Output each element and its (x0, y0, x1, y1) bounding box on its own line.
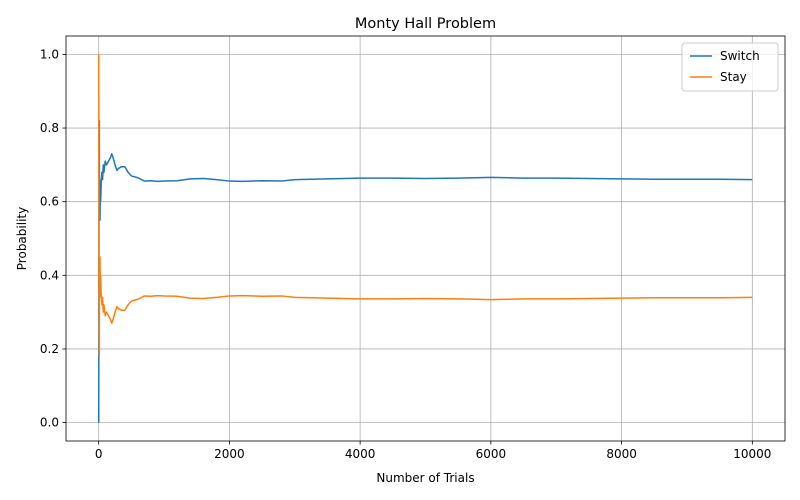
x-tick-label: 4000 (345, 447, 376, 461)
axis-ticks: 0 2000 4000 6000 8000 10000 0.0 0.2 0.4 0.6 0.8 1.0 (40, 47, 772, 461)
x-tick-label: 6000 (476, 447, 507, 461)
chart-title: Monty Hall Problem (355, 16, 496, 32)
x-tick-label: 10000 (733, 447, 771, 461)
series-line-stay (98, 54, 753, 358)
legend: Switch Stay (681, 42, 779, 92)
series-lines (98, 54, 753, 423)
x-tick-label: 8000 (606, 447, 637, 461)
legend-box (681, 42, 779, 92)
y-tick-label: 0.8 (40, 121, 59, 135)
y-tick-label: 0.2 (40, 342, 59, 356)
y-tick-label: 0.6 (40, 195, 59, 209)
x-axis-label: Number of Trials (376, 471, 474, 485)
legend-label-stay: Stay (720, 70, 747, 84)
y-tick-label: 0.0 (40, 416, 59, 430)
plot-frame (65, 35, 786, 442)
x-tick-label: 2000 (214, 447, 245, 461)
grid-lines (66, 36, 785, 441)
y-axis-label: Probability (15, 207, 29, 270)
y-tick-label: 1.0 (40, 47, 59, 61)
y-tick-label: 0.4 (40, 268, 59, 282)
legend-label-switch: Switch (720, 49, 760, 63)
x-tick-label: 0 (95, 447, 103, 461)
series-line-switch (98, 119, 753, 423)
